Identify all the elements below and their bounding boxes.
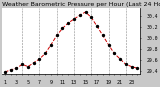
Point [124,64,127,65]
Point [4,71,6,73]
Point [136,68,139,69]
Point [130,66,133,67]
Point [44,53,47,54]
Point [32,62,35,63]
Point [90,17,92,18]
Title: Milwaukee Weather Barometric Pressure per Hour (Last 24 Hours): Milwaukee Weather Barometric Pressure pe… [0,2,160,7]
Point [67,22,70,24]
Point [78,15,81,16]
Point [9,69,12,71]
Point [96,25,98,27]
Point [61,28,64,29]
Point [107,44,110,45]
Point [15,68,18,69]
Point [101,35,104,36]
Point [119,58,121,60]
Point [113,53,116,54]
Point [56,35,58,36]
Point [50,44,52,45]
Point [73,18,75,20]
Point [27,66,29,67]
Point [84,11,87,13]
Point [38,58,41,60]
Point [21,64,24,65]
